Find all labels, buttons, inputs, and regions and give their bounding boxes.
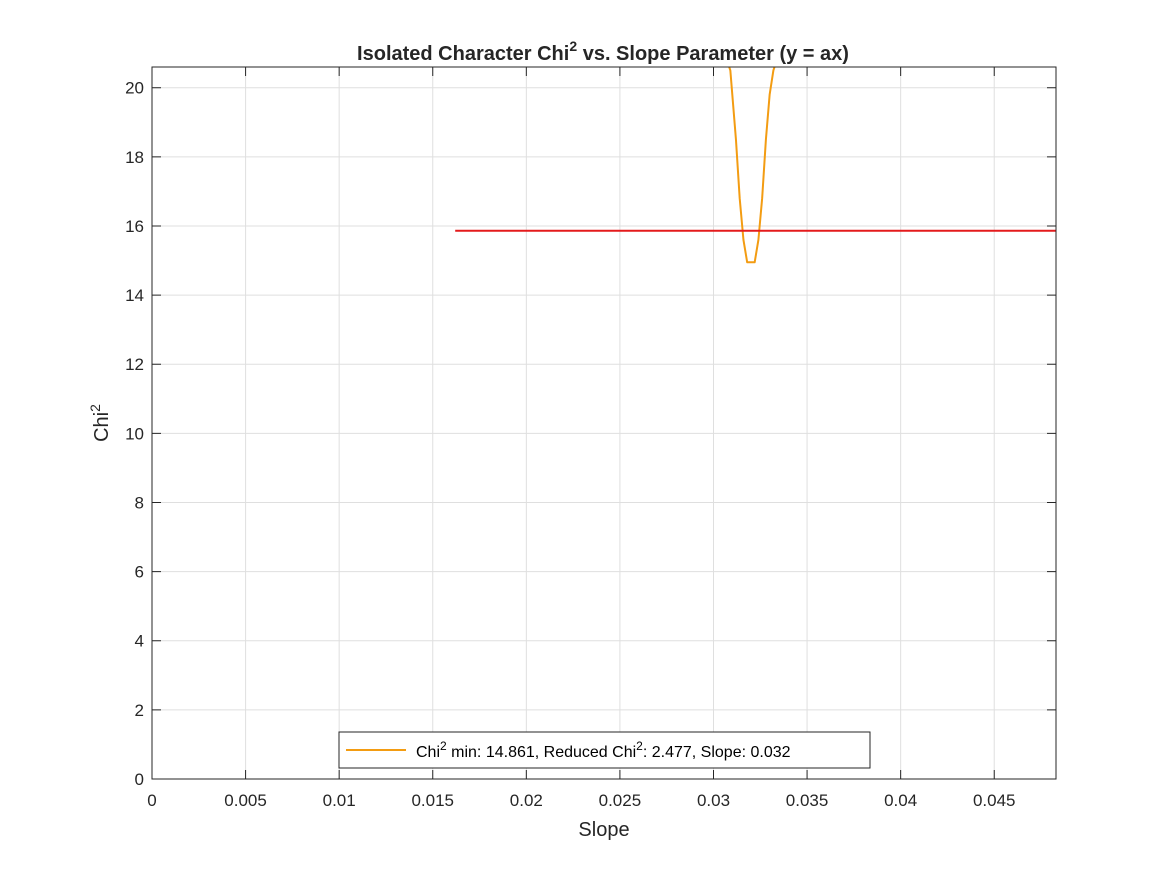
y-tick-label: 18	[125, 148, 144, 167]
x-tick-label: 0.015	[411, 791, 454, 810]
y-tick-label: 10	[125, 424, 144, 443]
series-layer	[455, 67, 1056, 264]
legend-box	[338, 731, 871, 769]
plot-area: 0 0.005 0.01 0.015 0.02 0.025 0.03 0.035 0.04 0.0…	[125, 66, 1057, 810]
legend-entry-chi2: Chi2 min: 14.861, Reduced Chi2: 2.477, S…	[416, 739, 791, 761]
x-tick-label: 0.01	[323, 791, 356, 810]
x-tick-label: 0.02	[510, 791, 543, 810]
x-tick-label: 0.005	[224, 791, 267, 810]
y-tick-label: 20	[125, 79, 144, 98]
x-axis-label: Slope	[578, 819, 629, 841]
y-tick-label: 14	[125, 286, 144, 305]
ticks: 0 0.005 0.01 0.015 0.02 0.025 0.03 0.035 0.04 0.0…	[125, 67, 1056, 810]
x-tick-label: 0	[147, 791, 156, 810]
y-tick-label: 16	[125, 217, 144, 236]
series-line-chi2	[728, 67, 776, 264]
y-axis-label: Chi2	[87, 404, 113, 442]
y-tick-label: 2	[135, 701, 144, 720]
x-tick-label: 0.04	[884, 791, 917, 810]
plot-background	[152, 67, 1056, 779]
y-tick-label: 12	[125, 355, 144, 374]
y-tick-label: 8	[135, 493, 144, 512]
legend: Chi2 min: 14.861, Reduced Chi2: 2.477, S…	[338, 731, 871, 769]
axes-frame	[151, 66, 1057, 780]
x-tick-label: 0.03	[697, 791, 730, 810]
y-tick-label: 4	[135, 632, 144, 651]
x-tick-label: 0.045	[973, 791, 1016, 810]
y-tick-label: 0	[135, 770, 144, 789]
y-tick-label: 6	[135, 563, 144, 582]
x-tick-label: 0.025	[599, 791, 642, 810]
x-tick-label: 0.035	[786, 791, 829, 810]
chart-title: Isolated Character Chi2 vs. Slope Parame…	[357, 38, 849, 65]
